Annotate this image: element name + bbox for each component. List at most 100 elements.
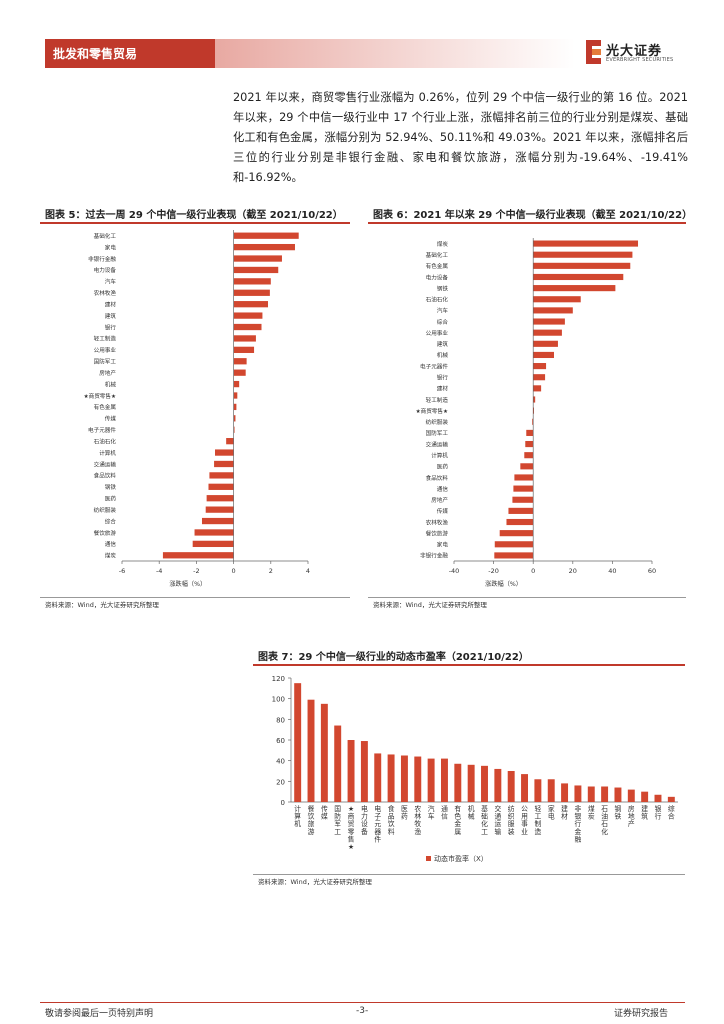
chart6-bar xyxy=(533,318,565,325)
chart5-category-label: 建材 xyxy=(105,300,117,308)
chart7-category-label: 建材 xyxy=(561,804,568,821)
chart6-category-label: 石油石化 xyxy=(426,296,449,304)
chart7-legend-label: 动态市盈率（X） xyxy=(434,854,488,863)
chart7-category-label: 轻工制造 xyxy=(534,804,541,836)
chart7-category-label: 石油石化 xyxy=(601,805,608,836)
chart5-category-label: 非银行金融 xyxy=(88,255,116,263)
chart7-category-label: 家电 xyxy=(548,804,555,821)
chart7-category-label: 公用事业 xyxy=(521,805,528,836)
chart7-category-label: 房地产 xyxy=(628,804,635,828)
chart7-category-label: 建筑 xyxy=(641,804,648,821)
chart5-x-axis-label: 涨跌幅（%） xyxy=(169,580,206,588)
chart5-category-label: 基础化工 xyxy=(94,232,117,240)
chart5-bar xyxy=(233,415,236,422)
chart7-category-label: 汽车 xyxy=(428,804,435,821)
chart7-bar xyxy=(400,755,408,802)
chart5-x-tick-label: 2 xyxy=(269,567,273,575)
chart5-category-label: 通信 xyxy=(105,540,117,548)
chart7-y-tick-label: 80 xyxy=(276,716,285,724)
chart5-category-label: 石油石化 xyxy=(94,437,117,445)
chart7-bar xyxy=(374,753,382,802)
figure6-chart: 煤炭基础化工有色金属电力设备钢铁石油石化汽车综合公用事业建筑机械电子元器件银行建… xyxy=(416,238,656,588)
chart6-bar xyxy=(533,285,616,292)
chart7-bar xyxy=(587,786,595,802)
chart6-bar xyxy=(514,474,534,481)
chart6-category-label: 煤炭 xyxy=(437,240,449,248)
chart7-y-tick-label: 100 xyxy=(272,696,285,704)
chart5-bar xyxy=(233,403,237,411)
chart5-category-label: 传媒 xyxy=(105,415,117,423)
chart6-category-label: 钢铁 xyxy=(437,284,449,292)
chart7-bar xyxy=(627,789,635,802)
figure7-title: 图表 7：29 个中信一级行业的动态市盈率（2021/10/22） xyxy=(258,652,529,663)
figure5-title: 图表 5：过去一周 29 个中信一级行业表现（截至 2021/10/22） xyxy=(45,210,343,221)
chart6-category-label: 计算机 xyxy=(431,451,448,459)
chart6-category-label: 电子元器件 xyxy=(420,362,448,370)
chart5-bar xyxy=(233,358,247,365)
chart6-category-label: 非银行金融 xyxy=(420,552,448,560)
chart5-bar xyxy=(233,312,263,319)
chart5-category-label: 餐饮旅游 xyxy=(94,529,117,537)
chart5-category-label: 食品饮料 xyxy=(94,472,117,480)
chart6-bar xyxy=(532,418,534,425)
chart5-x-tick-label: 4 xyxy=(306,567,310,575)
chart6-category-label: 轻工制造 xyxy=(426,396,449,404)
chart6-bar xyxy=(508,507,534,514)
chart6-bar xyxy=(526,429,534,436)
chart7-bar xyxy=(667,796,675,802)
chart7-category-label: 综合 xyxy=(668,804,675,821)
figure5-source: 资料来源：Wind，光大证券研究所整理 xyxy=(45,601,159,609)
chart6-bar xyxy=(524,452,534,459)
chart6-bar xyxy=(525,440,534,448)
chart5-category-label: 农林牧渔 xyxy=(94,289,117,297)
figure7-top-rule xyxy=(253,664,685,666)
chart6-category-label: 公用事业 xyxy=(426,329,449,337)
chart7-bar xyxy=(294,683,302,802)
footer-report-type: 证券研究报告 xyxy=(614,1009,669,1019)
chart7-y-tick-label: 60 xyxy=(276,737,285,745)
chart6-bar xyxy=(533,340,558,347)
chart6-bar xyxy=(494,552,534,559)
chart7-category-label: 传媒 xyxy=(321,804,328,821)
chart5-bar xyxy=(206,495,234,502)
chart7-bar xyxy=(494,768,502,802)
chart6-bar xyxy=(533,385,542,392)
chart7-category-label: 有色金属 xyxy=(454,804,461,836)
chart5-bar xyxy=(233,380,240,388)
chart7-category-label: 非银行金融 xyxy=(575,804,582,843)
chart5-category-label: 纺织服装 xyxy=(94,506,117,514)
chart7-bar xyxy=(414,756,422,802)
chart7-bar xyxy=(334,725,342,802)
chart5-bar xyxy=(209,472,234,479)
figure6-bottom-rule xyxy=(368,597,686,598)
figure6-top-rule xyxy=(368,222,686,224)
chart6-bar xyxy=(533,251,633,258)
chart6-bar xyxy=(506,518,534,526)
chart7-bar xyxy=(521,774,529,802)
page-number: -3- xyxy=(356,1006,369,1016)
chart6-category-label: 机械 xyxy=(437,351,449,359)
company-logo: 光大证券 EVERBRIGHT SECURITIES xyxy=(586,38,686,68)
chart6-category-label: 综合 xyxy=(437,318,449,326)
chart7-y-tick-label: 0 xyxy=(281,799,285,807)
chart6-category-label: 食品饮料 xyxy=(426,474,449,482)
chart6-x-tick-label: 60 xyxy=(648,567,656,575)
chart7-y-tick-label: 20 xyxy=(276,778,285,786)
chart7-legend-swatch xyxy=(426,856,431,861)
chart7-category-label: 医药 xyxy=(401,805,408,821)
chart6-x-tick-label: 40 xyxy=(608,567,616,575)
chart6-bar xyxy=(494,541,534,548)
chart5-category-label: 交通运输 xyxy=(94,460,117,468)
chart5-x-tick-label: -4 xyxy=(156,567,162,575)
chart5-bar xyxy=(192,540,234,548)
body-paragraph: 2021 年以来，商贸零售行业涨幅为 0.26%，位列 29 个中信一级行业的第… xyxy=(233,91,688,184)
chart5-category-label: ★商贸零售★ xyxy=(84,392,116,400)
chart5-category-label: 钢铁 xyxy=(105,483,117,491)
chart5-bar xyxy=(233,255,282,262)
chart5-bar xyxy=(214,460,234,468)
chart6-category-label: 传媒 xyxy=(437,507,449,515)
chart5-category-label: 国防军工 xyxy=(94,358,117,366)
chart5-category-label: 银行 xyxy=(105,323,117,331)
chart5-bar xyxy=(233,289,270,296)
